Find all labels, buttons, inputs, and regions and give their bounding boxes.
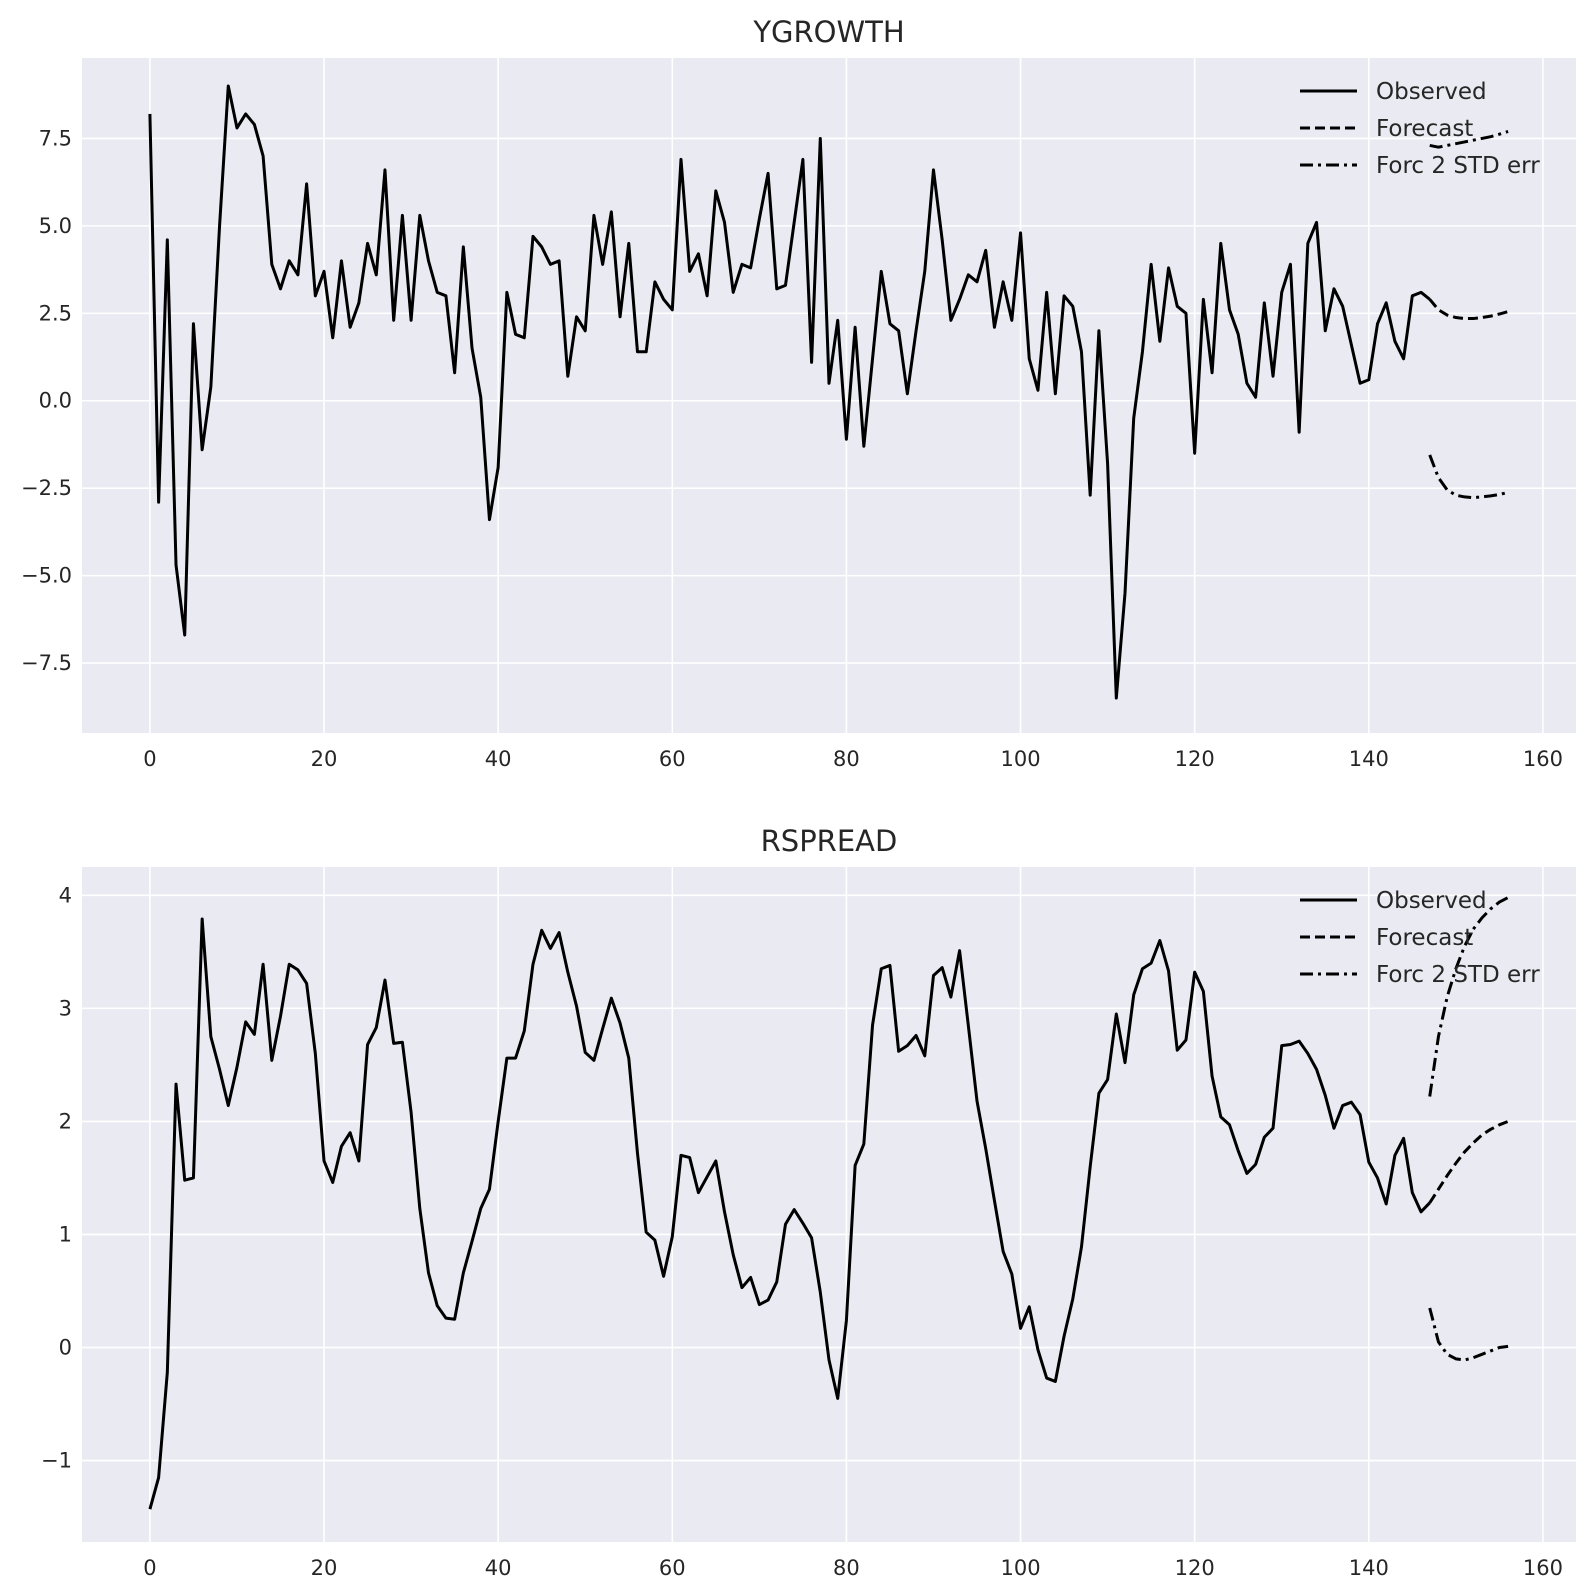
legend: Observed Forecast Forc 2 STD err	[1300, 888, 1540, 988]
legend-label: Observed	[1376, 888, 1487, 914]
x-tick-label: 120	[1175, 747, 1215, 771]
x-tick-label: 80	[833, 747, 860, 771]
panel-rspread: 0 20 40 60 80 100 120 140 160 −1 0 1 2 3 4 RSPREAD Obser…	[41, 824, 1576, 1580]
series-forecast	[1428, 298, 1509, 321]
x-tick-label: 140	[1349, 1556, 1389, 1580]
legend-label: Observed	[1376, 79, 1487, 105]
series-forc-2-std-err-lower	[1428, 454, 1509, 500]
x-tick-label: 0	[143, 747, 156, 771]
x-tick-label: 40	[485, 747, 512, 771]
panel-ygrowth: 0 20 40 60 80 100 120 140 160 −7.5 −5.0 −2.5 0.0 2.5 5…	[21, 15, 1576, 771]
y-tick-label: −5.0	[21, 564, 72, 588]
x-tick-label: 120	[1175, 1556, 1215, 1580]
y-tick-label: −7.5	[21, 651, 72, 675]
y-tick-label: 5.0	[39, 214, 72, 238]
x-tick-label: 20	[311, 747, 338, 771]
x-tick-label: 140	[1349, 747, 1389, 771]
x-tick-label: 80	[833, 1556, 860, 1580]
y-tick-label: 3	[59, 996, 72, 1020]
legend-label: Forc 2 STD err	[1376, 962, 1540, 988]
legend: Observed Forecast Forc 2 STD err	[1300, 79, 1540, 179]
y-tick-label: 0	[59, 1336, 72, 1360]
x-tick-label: 160	[1523, 747, 1563, 771]
x-tick-label: 100	[1000, 1556, 1040, 1580]
legend-label: Forecast	[1376, 116, 1473, 142]
x-tick-label: 60	[659, 747, 686, 771]
plot-area	[82, 58, 1576, 733]
y-tick-label: 7.5	[39, 126, 72, 150]
series-forc-2-std-err	[1428, 896, 1509, 1097]
y-tick-label: 1	[59, 1222, 72, 1246]
y-tick-label: 2	[59, 1109, 72, 1133]
y-tick-label: 2.5	[39, 301, 72, 325]
x-tick-label: 60	[659, 1556, 686, 1580]
y-tick-label: 4	[59, 883, 72, 907]
series-group	[148, 896, 1509, 1510]
series-group	[148, 84, 1509, 700]
x-tick-label: 160	[1523, 1556, 1563, 1580]
series-observed	[148, 84, 1431, 700]
chart-title: YGROWTH	[752, 15, 904, 49]
plot-area	[82, 867, 1576, 1542]
legend-label: Forc 2 STD err	[1376, 153, 1540, 179]
legend-label: Forecast	[1376, 925, 1473, 951]
x-tick-label: 40	[485, 1556, 512, 1580]
x-tick-label: 100	[1000, 747, 1040, 771]
y-tick-label: −1	[41, 1449, 72, 1473]
x-tick-label: 20	[311, 1556, 338, 1580]
y-tick-label: −2.5	[21, 476, 72, 500]
series-forecast	[1428, 1120, 1509, 1204]
y-tick-label: 0.0	[39, 389, 72, 413]
x-tick-label: 0	[143, 1556, 156, 1580]
chart-title: RSPREAD	[761, 824, 898, 858]
series-observed	[148, 917, 1431, 1510]
